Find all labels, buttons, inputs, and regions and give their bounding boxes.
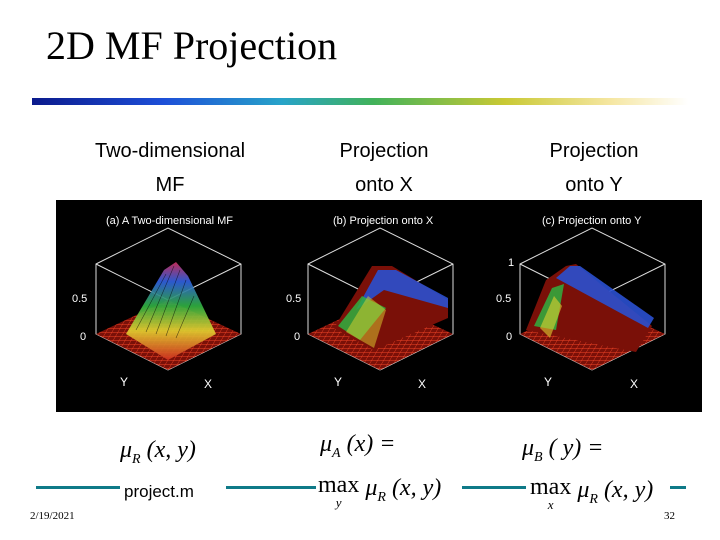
plot-c-axis-x: X	[630, 377, 638, 391]
plot-b: (b) Projection onto X 0.5 0 Y X	[286, 215, 454, 391]
plot-c-tick-05: 0.5	[496, 293, 511, 305]
formula-mu-a-line1: μA (x) =	[320, 431, 396, 461]
formula-mu-b-line2: max x μR (x, y)	[530, 474, 654, 512]
footer-divider	[226, 486, 316, 489]
column-header-line1: Projection	[549, 140, 639, 162]
column-header-line1: Projection	[339, 140, 429, 162]
plot-c: (c) Projection onto Y 1 0.5 0 Y X	[496, 215, 666, 391]
plot-a: (a) A Two-dimensional MF 0.5 0 Y X	[72, 215, 242, 391]
formula-args: (x, y)	[146, 437, 196, 463]
column-header-line1: Two-dimensional	[94, 140, 246, 162]
footer-divider	[670, 486, 686, 489]
max-operator: max x	[530, 474, 572, 512]
max-operator: max y	[318, 472, 360, 510]
plot-a-axis-x: X	[204, 377, 212, 391]
formula-mu-r: μR (x, y)	[120, 437, 196, 467]
footer-filename: project.m	[124, 482, 194, 501]
plot-c-title: (c) Projection onto Y	[542, 215, 642, 227]
plot-b-axis-y: Y	[334, 375, 342, 389]
plot-c-ridge-top	[556, 266, 654, 328]
matlab-plot-panel: (a) A Two-dimensional MF 0.5 0 Y X (b) P…	[56, 200, 702, 412]
mesh-plots-svg: (a) A Two-dimensional MF 0.5 0 Y X (b) P…	[72, 215, 666, 391]
slide-title: 2D MF Projection	[46, 23, 338, 68]
formula-mu-a-line2: max y μR (x, y)	[318, 472, 442, 510]
plot-c-ridge-body	[526, 264, 652, 352]
plot-b-title: (b) Projection onto X	[333, 215, 434, 227]
plot-c-tick-1: 1	[508, 257, 514, 269]
mu-symbol: μ	[120, 437, 133, 463]
column-header-2d-mf: Two-dimensional MF	[60, 134, 280, 202]
plot-b-tick-05: 0.5	[286, 293, 301, 305]
column-header-line2: MF	[155, 174, 185, 196]
plot-a-tick-0: 0	[80, 331, 86, 343]
column-header-line2: onto X	[355, 174, 413, 196]
slide-page-number: 32	[664, 510, 675, 522]
footer-divider	[36, 486, 120, 489]
plot-c-axis-y: Y	[544, 375, 552, 389]
plot-b-ridge-top	[356, 270, 448, 310]
title-divider	[32, 98, 688, 105]
plot-a-title: (a) A Two-dimensional MF	[106, 215, 233, 227]
plot-b-axis-x: X	[418, 377, 426, 391]
plot-b-tick-0: 0	[294, 331, 300, 343]
footer-divider	[462, 486, 526, 489]
plot-a-tick-05: 0.5	[72, 293, 87, 305]
plot-a-peak-surface	[126, 262, 216, 360]
column-header-projection-x: Projection onto X	[274, 134, 494, 202]
plot-c-tick-0: 0	[506, 331, 512, 343]
column-header-projection-y: Projection onto Y	[484, 134, 704, 202]
formula-mu-b-line1: μB ( y) =	[522, 435, 604, 465]
plot-a-axis-y: Y	[120, 375, 128, 389]
slide-date: 2/19/2021	[30, 510, 75, 522]
column-header-line2: onto Y	[565, 174, 623, 196]
